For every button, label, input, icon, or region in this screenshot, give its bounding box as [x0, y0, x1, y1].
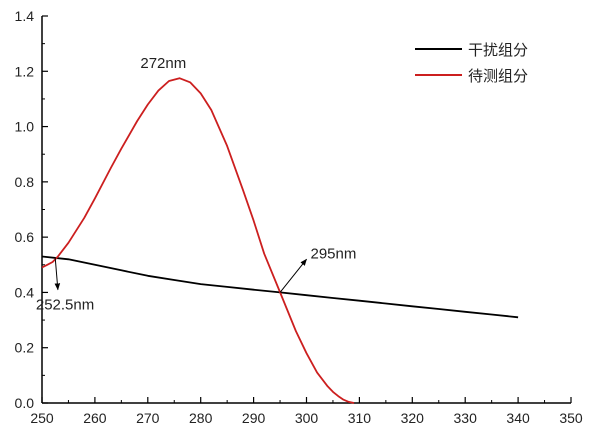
series-group	[41, 77, 519, 404]
y-tick-label: 0.6	[15, 229, 35, 245]
x-tick-label: 270	[136, 410, 160, 426]
y-tick-label: 1.4	[15, 8, 35, 24]
x-tick-label: 310	[348, 410, 372, 426]
annotations: 272nm 295nm 252.5nm	[36, 55, 357, 314]
annotation-arrow	[54, 257, 61, 291]
x-tick-label: 280	[189, 410, 213, 426]
x-tick-label: 300	[295, 410, 319, 426]
annotation-label: 252.5nm	[36, 297, 94, 314]
annotation-label: 272nm	[140, 55, 186, 72]
x-tick-label: 350	[559, 410, 583, 426]
y-tick-label: 1.2	[15, 63, 35, 79]
x-tick-label: 320	[401, 410, 425, 426]
y-tick-label: 1.0	[15, 119, 35, 135]
y-tick-label: 0.8	[15, 174, 35, 190]
x-tick-label: 250	[30, 410, 54, 426]
x-tick-label: 340	[506, 410, 530, 426]
x-tick-label: 330	[454, 410, 478, 426]
annotation-arrow	[279, 258, 307, 293]
legend-label: 干扰组分	[468, 42, 528, 59]
y-tick-label: 0.2	[15, 340, 35, 356]
series-line-0	[41, 255, 519, 319]
series-line-1	[41, 77, 355, 404]
legend-label: 待测组分	[468, 68, 528, 85]
x-tick-label: 260	[83, 410, 107, 426]
axes: 250 260 270 280 290 300 310 320 330 340 350 0.0 0.2 0…	[15, 8, 583, 426]
x-tick-label: 290	[242, 410, 266, 426]
y-tick-label: 0.4	[15, 284, 35, 300]
annotation-label: 295nm	[311, 245, 357, 262]
y-tick-label: 0.0	[15, 395, 35, 411]
